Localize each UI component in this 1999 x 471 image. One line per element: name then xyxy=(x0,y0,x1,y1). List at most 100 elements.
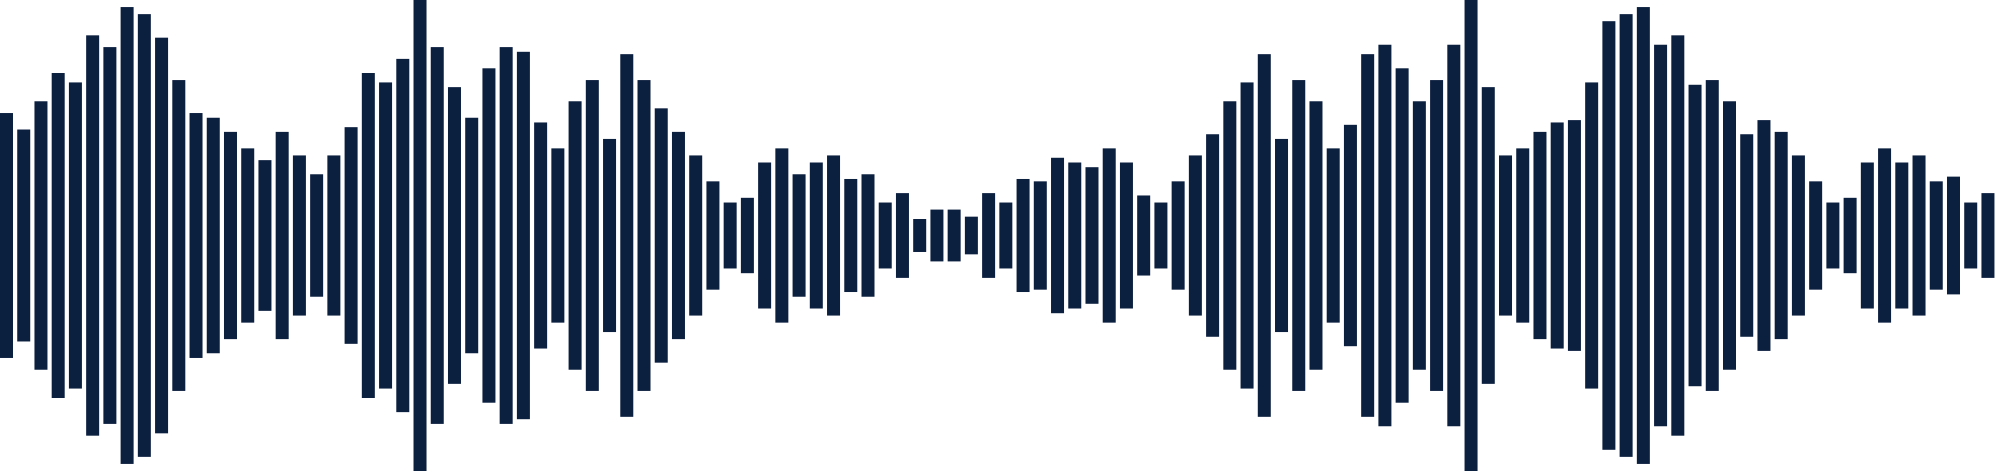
waveform-bar xyxy=(465,117,479,354)
waveform-bar xyxy=(689,155,703,316)
waveform-bar xyxy=(155,37,169,434)
waveform-bar xyxy=(137,14,151,457)
waveform-bar xyxy=(792,174,806,297)
waveform-bar xyxy=(1619,14,1633,457)
waveform-bar xyxy=(1085,167,1099,304)
waveform-bar xyxy=(671,131,685,340)
waveform-bar xyxy=(1378,44,1392,427)
waveform-bar xyxy=(844,178,858,293)
waveform-bar xyxy=(379,82,393,389)
waveform-bar xyxy=(1240,82,1254,389)
waveform-bar xyxy=(1051,157,1065,314)
waveform-bar xyxy=(827,155,841,316)
waveform-bar xyxy=(1688,84,1702,387)
waveform-bar xyxy=(1257,54,1271,417)
waveform-bar xyxy=(1671,35,1685,436)
waveform-bar xyxy=(706,181,720,290)
waveform-bar xyxy=(740,197,754,274)
waveform-bar xyxy=(1585,82,1599,389)
waveform-bar xyxy=(292,155,306,316)
waveform-bar xyxy=(86,35,100,436)
waveform-bar xyxy=(1533,131,1547,340)
waveform-bar xyxy=(1188,155,1202,316)
waveform-bar xyxy=(1860,162,1874,309)
waveform-bar xyxy=(430,47,444,424)
waveform-bar xyxy=(551,148,565,323)
waveform-bar xyxy=(310,174,324,297)
waveform-bar xyxy=(1946,176,1960,295)
waveform-bar xyxy=(620,54,634,417)
waveform-bar xyxy=(1929,181,1943,290)
waveform-bar xyxy=(585,80,599,391)
waveform-bar xyxy=(34,101,48,370)
waveform-bar xyxy=(1740,134,1754,337)
waveform-bar xyxy=(758,162,772,309)
waveform-bar xyxy=(1481,87,1495,384)
waveform-bar xyxy=(999,202,1013,269)
waveform-bar xyxy=(241,148,255,323)
waveform-bar xyxy=(1757,120,1771,351)
waveform-bar xyxy=(1447,44,1461,427)
waveform-bar xyxy=(861,174,875,297)
waveform-bar xyxy=(1843,197,1857,274)
waveform-bar xyxy=(1016,178,1030,293)
waveform-bar xyxy=(1430,80,1444,391)
waveform-bar xyxy=(51,73,65,398)
waveform-bar xyxy=(361,73,375,398)
waveform-bar xyxy=(1326,148,1340,323)
waveform-bar xyxy=(534,122,548,349)
waveform-bar xyxy=(568,101,582,370)
waveform-bar xyxy=(1981,193,1995,278)
waveform-bar xyxy=(1119,162,1133,309)
waveform-bar xyxy=(1361,54,1375,417)
waveform-bar xyxy=(895,193,909,278)
waveform-bar xyxy=(120,7,134,464)
waveform-bar xyxy=(1602,21,1616,450)
waveform-bar xyxy=(723,202,737,269)
waveform-bar xyxy=(809,162,823,309)
waveform-bar xyxy=(1723,101,1736,370)
waveform-bar xyxy=(1292,80,1306,391)
waveform-bar xyxy=(654,108,668,363)
waveform-bar xyxy=(482,68,496,403)
waveform-bar xyxy=(878,202,892,269)
waveform-bar xyxy=(1102,148,1116,323)
waveform-bar xyxy=(189,113,203,358)
waveform-bar xyxy=(1171,181,1185,290)
waveform-bar xyxy=(172,80,186,391)
waveform-bar xyxy=(499,47,513,424)
waveform-bar xyxy=(413,0,427,471)
waveform-bar xyxy=(275,131,289,340)
waveform-bar xyxy=(1464,0,1478,471)
waveform-bar xyxy=(1912,155,1926,316)
waveform-bar xyxy=(1791,155,1805,316)
waveform-bar xyxy=(1516,148,1530,323)
waveform-bar xyxy=(0,113,13,358)
waveform-bar xyxy=(1550,122,1564,349)
waveform-bar xyxy=(913,219,927,252)
waveform-bar xyxy=(1636,7,1650,464)
waveform-bar xyxy=(1343,124,1357,347)
waveform-bar xyxy=(1395,68,1409,403)
waveform-bar xyxy=(103,47,117,424)
waveform-bar xyxy=(68,82,82,389)
waveform-bar xyxy=(396,58,410,413)
waveform-bar xyxy=(206,117,220,354)
waveform-bar xyxy=(982,193,996,278)
waveform-bar xyxy=(1033,181,1047,290)
waveform-bar xyxy=(1774,131,1788,340)
waveform-bar xyxy=(447,87,461,384)
waveform-bar xyxy=(258,160,272,311)
waveform-bar xyxy=(947,209,961,262)
waveform-bar xyxy=(964,216,978,255)
waveform-bar xyxy=(1275,138,1289,333)
waveform-bar xyxy=(930,209,944,262)
waveform-bar xyxy=(1412,101,1426,370)
waveform-bar xyxy=(1154,202,1168,269)
waveform-bar xyxy=(1964,202,1978,269)
waveform-bar xyxy=(1206,134,1220,337)
waveform-bar xyxy=(516,51,530,420)
waveform-bar xyxy=(1826,202,1840,269)
waveform-bar xyxy=(1137,195,1151,276)
